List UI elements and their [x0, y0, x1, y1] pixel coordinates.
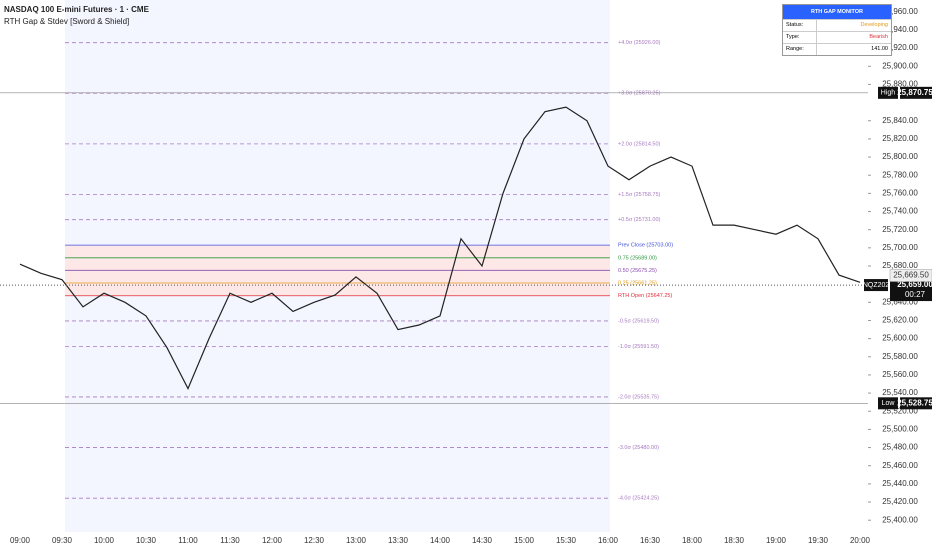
x-tick-label: 11:00 — [178, 536, 198, 545]
y-tick-label: 25,460.00 — [882, 461, 918, 470]
x-tick-label: 12:00 — [262, 536, 283, 545]
y-tick-label: 25,700.00 — [882, 243, 918, 252]
x-tick-label: 14:30 — [472, 536, 493, 545]
x-tick-label: 13:30 — [388, 536, 409, 545]
cell: Type: — [783, 32, 817, 43]
tag-name: NQZ2025 — [863, 282, 893, 289]
y-tick-label: 25,560.00 — [882, 370, 918, 379]
tag-name-bg — [878, 86, 898, 99]
level-label: -4.0σ (25424.25) — [618, 496, 659, 502]
chart-title: NASDAQ 100 E-mini Futures · 1 · CME — [4, 5, 149, 14]
level-label: +4.0σ (25926.00) — [618, 40, 661, 46]
cell: Bearish — [869, 34, 888, 40]
tag-name: Low — [882, 400, 896, 407]
x-tick-label: 14:00 — [430, 536, 451, 545]
x-tick-label: 11:30 — [220, 536, 240, 545]
x-tick-label: 09:00 — [10, 536, 31, 545]
y-tick-label: 25,800.00 — [882, 152, 918, 161]
level-label: -2.0σ (25535.75) — [618, 394, 659, 400]
tag-value: 25,528.75 — [897, 398, 932, 407]
cell: 141.00 — [871, 46, 888, 52]
level-label: -3.0σ (25480.00) — [618, 445, 659, 451]
tag-value-bg — [890, 279, 932, 302]
y-tick-label: 25,960.00 — [882, 7, 918, 16]
monitor-row: Type: Bearish — [783, 31, 891, 43]
level-label: -0.5σ (25619.50) — [618, 318, 659, 324]
x-tick-label: 19:00 — [766, 536, 787, 545]
cell: Status: — [783, 20, 817, 31]
level-label: 0.75 (25689.00) — [618, 255, 657, 261]
tag-name-bg — [864, 279, 888, 292]
tag-value-bg — [900, 397, 932, 410]
monitor-title: RTH GAP MONITOR — [783, 5, 891, 19]
level-label: Prev Close (25703.00) — [618, 243, 673, 249]
level-label: +2.0σ (25814.50) — [618, 141, 661, 147]
y-tick-label: 25,940.00 — [882, 25, 918, 34]
y-tick-label: 25,500.00 — [882, 425, 918, 434]
x-tick-label: 15:00 — [514, 536, 535, 545]
x-tick-label: 13:00 — [346, 536, 367, 545]
x-tick-label: 16:00 — [598, 536, 619, 545]
x-tick-label: 20:00 — [850, 536, 871, 545]
x-tick-label: 16:30 — [640, 536, 661, 545]
y-tick-label: 25,900.00 — [882, 61, 918, 70]
y-tick-label: 25,820.00 — [882, 134, 918, 143]
level-label: 0.25 (25661.25) — [618, 280, 657, 286]
x-tick-label: 15:30 — [556, 536, 577, 545]
level-label: +3.0σ (25870.25) — [618, 91, 661, 97]
y-tick-label: 25,600.00 — [882, 334, 918, 343]
cell: Range: — [783, 44, 817, 55]
y-tick-label: 25,580.00 — [882, 352, 918, 361]
current-bg — [889, 269, 932, 282]
x-tick-label: 12:30 — [304, 536, 325, 545]
y-tick-label: 25,520.00 — [882, 406, 918, 415]
y-tick-label: 25,840.00 — [882, 116, 918, 125]
y-tick-label: 25,620.00 — [882, 316, 918, 325]
tag-value: 25,870.75 — [897, 88, 932, 97]
x-tick-label: 19:30 — [808, 536, 829, 545]
level-label: 0.50 (25675.25) — [618, 268, 657, 274]
x-tick-label: 18:30 — [724, 536, 745, 545]
y-tick-label: 25,540.00 — [882, 388, 918, 397]
monitor-row: Range: 141.00 — [783, 43, 891, 55]
tag-value-bg — [900, 86, 932, 99]
x-tick-label: 18:00 — [682, 536, 703, 545]
y-tick-label: 25,680.00 — [882, 261, 918, 270]
y-tick-label: 25,880.00 — [882, 80, 918, 89]
level-label: -1.0σ (25591.50) — [618, 344, 659, 350]
y-tick-label: 25,480.00 — [882, 443, 918, 452]
x-tick-label: 09:30 — [52, 536, 73, 545]
level-label: +0.5σ (25731.00) — [618, 217, 661, 223]
current-price: 25,669.50 — [893, 271, 929, 280]
tag-name-bg — [878, 397, 898, 410]
x-tick-label: 10:30 — [136, 536, 157, 545]
y-tick-label: 25,720.00 — [882, 225, 918, 234]
indicator-name: RTH Gap & Stdev [Sword & Shield] — [4, 17, 130, 26]
level-label: RTH Open (25647.25) — [618, 293, 672, 299]
cell: Developing — [860, 22, 888, 28]
x-tick-label: 10:00 — [94, 536, 115, 545]
price-line — [19, 106, 861, 390]
y-tick-label: 25,760.00 — [882, 188, 918, 197]
y-tick-label: 25,920.00 — [882, 43, 918, 52]
level-label: +1.5σ (25758.75) — [618, 192, 661, 198]
gap-monitor: RTH GAP MONITOR Status: Developing Type: B… — [782, 4, 892, 56]
y-tick-label: 25,780.00 — [882, 170, 918, 179]
tag-note: 00:27 — [905, 290, 926, 299]
y-tick-label: 25,400.00 — [882, 515, 918, 524]
tag-name: High — [881, 90, 896, 97]
tag-value: 25,659.00 — [897, 280, 932, 289]
y-tick-label: 25,740.00 — [882, 207, 918, 216]
y-tick-label: 25,420.00 — [882, 497, 918, 506]
monitor-row: Status: Developing — [783, 19, 891, 31]
y-tick-label: 25,440.00 — [882, 479, 918, 488]
y-tick-label: 25,640.00 — [882, 297, 918, 306]
